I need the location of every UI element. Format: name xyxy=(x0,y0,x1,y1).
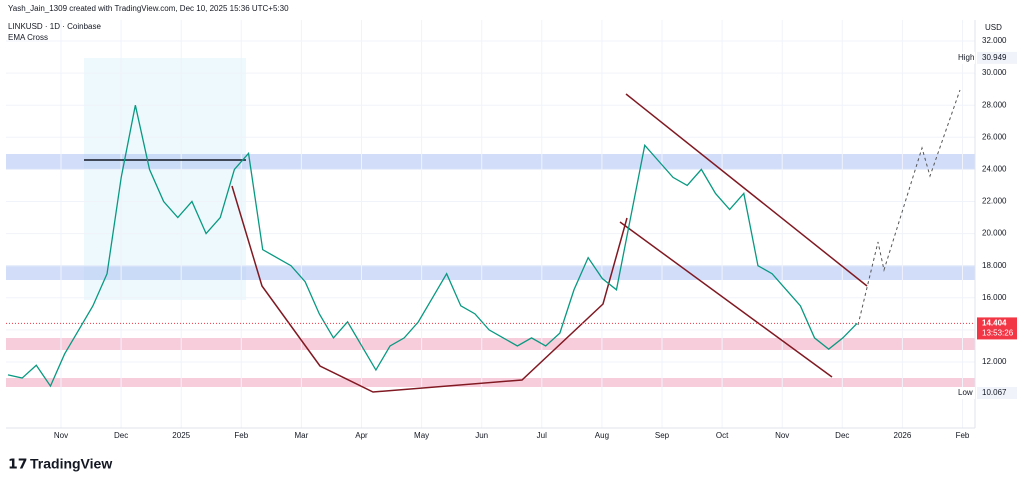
currency: USD xyxy=(985,23,1002,32)
brand-logo: 𝟭𝟳 xyxy=(8,456,27,472)
low-price-box xyxy=(977,387,1017,400)
x-tick-label: Oct xyxy=(716,431,729,440)
x-tick-label: Dec xyxy=(114,431,128,440)
y-tick-label: 22.000 xyxy=(982,197,1007,206)
symbol: LINKUSD · 1D · Coinbase xyxy=(8,22,101,31)
resistance-zone xyxy=(6,265,975,280)
x-tick-label: Aug xyxy=(595,431,609,440)
countdown: 13:53:26 xyxy=(982,329,1014,338)
high-price: 30.949 xyxy=(982,53,1007,62)
x-tick-label: Dec xyxy=(835,431,849,440)
x-tick-label: 2026 xyxy=(894,431,912,440)
y-tick-label: 32.000 xyxy=(982,36,1007,45)
y-tick-label: 26.000 xyxy=(982,132,1007,141)
cup-pattern xyxy=(231,185,628,393)
x-tick-label: Jun xyxy=(475,431,488,440)
x-tick-label: Apr xyxy=(355,431,368,440)
x-tick-label: Feb xyxy=(234,431,248,440)
x-tick-label: Jul xyxy=(537,431,547,440)
low-label: Low xyxy=(958,388,973,397)
price-line xyxy=(7,105,858,388)
channel-line xyxy=(625,93,868,287)
x-tick-label: 2025 xyxy=(172,431,190,440)
last-price: 14.404 xyxy=(982,319,1007,328)
x-tick-label: Nov xyxy=(54,431,68,440)
brand: TradingView xyxy=(30,456,112,472)
last-price-box xyxy=(977,317,1017,340)
low-price: 10.067 xyxy=(982,388,1007,397)
credit: Yash_Jain_1309 created with TradingView.… xyxy=(8,4,289,13)
y-tick-label: 16.000 xyxy=(982,293,1007,302)
resistance-zone xyxy=(6,154,975,170)
y-tick-label: 18.000 xyxy=(982,261,1007,270)
x-tick-label: Feb xyxy=(956,431,970,440)
high-label: High xyxy=(958,53,974,62)
y-tick-label: 12.000 xyxy=(982,357,1007,366)
x-tick-label: May xyxy=(414,431,429,440)
y-tick-label: 28.000 xyxy=(982,100,1007,109)
high-price-box xyxy=(977,51,1017,64)
high-box xyxy=(954,51,975,64)
projection xyxy=(857,89,961,326)
y-tick-label: 30.000 xyxy=(982,68,1007,77)
x-tick-label: Mar xyxy=(295,431,309,440)
channel-line xyxy=(619,221,833,378)
plot-area xyxy=(6,20,975,428)
x-tick-label: Sep xyxy=(655,431,670,440)
low-box xyxy=(954,387,975,400)
support-zone xyxy=(6,338,975,350)
volume-profile-range xyxy=(84,58,246,300)
indicator: EMA Cross xyxy=(8,33,48,42)
y-tick-label: 24.000 xyxy=(982,165,1007,174)
x-tick-label: Nov xyxy=(775,431,789,440)
y-tick-label: 20.000 xyxy=(982,229,1007,238)
